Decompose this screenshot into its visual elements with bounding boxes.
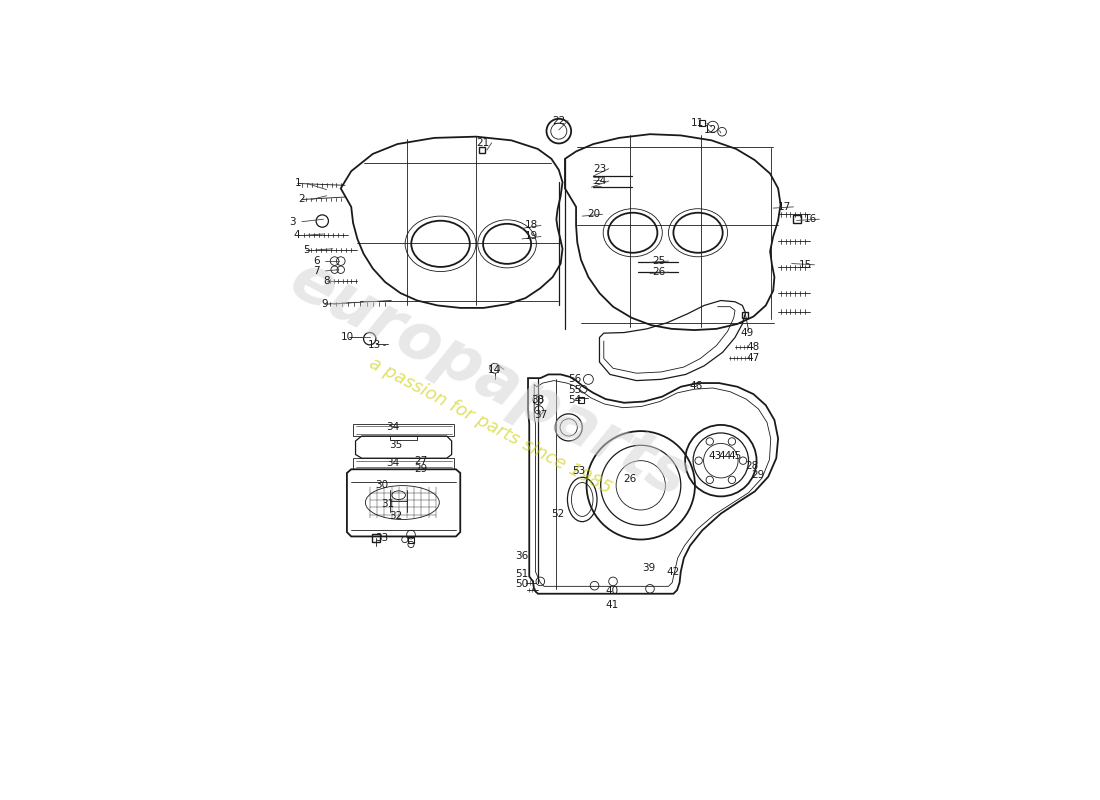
Text: 34: 34 <box>386 422 399 433</box>
Text: 21: 21 <box>476 138 490 148</box>
Text: 22: 22 <box>552 116 565 126</box>
Text: 52: 52 <box>551 509 564 518</box>
Text: 16: 16 <box>803 214 817 224</box>
Text: 55: 55 <box>569 386 582 395</box>
Text: 38: 38 <box>531 395 544 406</box>
Text: 26: 26 <box>652 267 666 277</box>
Text: 17: 17 <box>778 202 791 212</box>
Text: 25: 25 <box>652 256 666 266</box>
Text: 49: 49 <box>740 328 754 338</box>
Text: 4: 4 <box>294 230 300 240</box>
Text: 15: 15 <box>799 260 812 270</box>
Text: 35: 35 <box>389 440 403 450</box>
Text: 13: 13 <box>367 340 381 350</box>
Text: 29: 29 <box>751 470 764 481</box>
Text: 34: 34 <box>386 458 399 468</box>
Text: a passion for parts since 1985: a passion for parts since 1985 <box>365 354 614 498</box>
Text: 7: 7 <box>312 266 319 276</box>
Text: 31: 31 <box>382 498 395 509</box>
Text: 30: 30 <box>375 480 388 490</box>
Text: 51: 51 <box>515 569 528 579</box>
Text: 47: 47 <box>747 354 760 363</box>
Text: 12: 12 <box>704 126 717 135</box>
Text: 5: 5 <box>302 245 309 255</box>
Text: europaparts: europaparts <box>280 248 700 510</box>
Text: 6: 6 <box>312 256 319 266</box>
Text: 8: 8 <box>323 276 330 286</box>
Text: 50: 50 <box>515 579 528 589</box>
Text: 36: 36 <box>515 550 528 561</box>
Text: 41: 41 <box>605 600 618 610</box>
Text: 43: 43 <box>708 450 722 461</box>
Text: 24: 24 <box>593 176 606 186</box>
Text: 46: 46 <box>690 381 703 390</box>
Text: 10: 10 <box>340 333 353 342</box>
Text: 1: 1 <box>295 178 301 189</box>
Text: 14: 14 <box>488 365 502 374</box>
Text: 27: 27 <box>415 456 428 466</box>
Text: 54: 54 <box>569 395 582 406</box>
Text: 26: 26 <box>624 474 637 484</box>
Text: 48: 48 <box>747 342 760 352</box>
Text: 3: 3 <box>289 217 296 226</box>
Text: 53: 53 <box>572 466 586 475</box>
Text: 45: 45 <box>728 450 741 461</box>
Text: 11: 11 <box>691 118 704 128</box>
Text: 9: 9 <box>321 299 328 310</box>
Text: 29: 29 <box>415 464 428 474</box>
Text: 18: 18 <box>525 220 538 230</box>
Text: 44: 44 <box>718 450 732 461</box>
Text: 42: 42 <box>667 566 680 577</box>
Text: 2: 2 <box>298 194 306 205</box>
Text: 39: 39 <box>642 563 656 573</box>
Text: 20: 20 <box>586 210 600 219</box>
Text: 37: 37 <box>534 410 547 420</box>
Text: 23: 23 <box>593 164 606 174</box>
Text: 19: 19 <box>525 231 538 242</box>
Text: 56: 56 <box>569 374 582 384</box>
Text: 33: 33 <box>375 534 388 543</box>
Text: 28: 28 <box>745 461 758 470</box>
Text: 32: 32 <box>389 511 403 521</box>
Text: 40: 40 <box>605 586 618 596</box>
